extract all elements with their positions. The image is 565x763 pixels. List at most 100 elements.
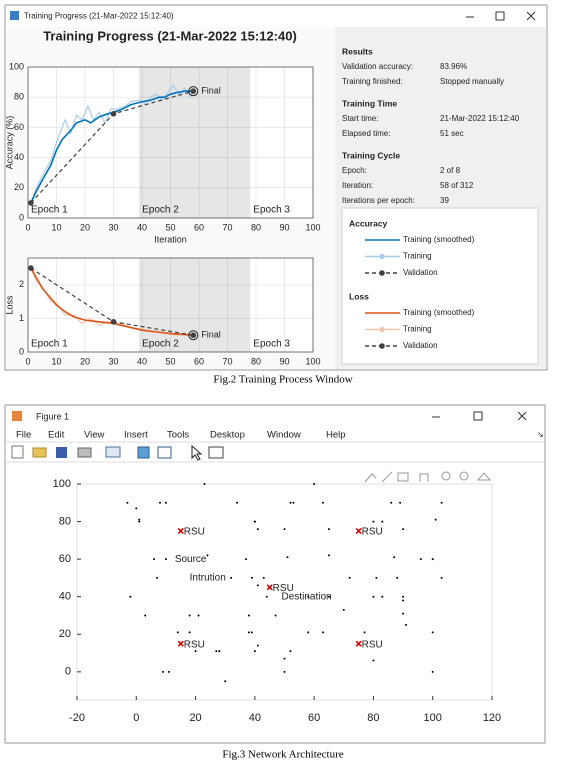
save-icon[interactable] [56, 447, 67, 458]
epoch-label: Epoch 2 [142, 205, 179, 216]
vehicle-node [431, 631, 434, 634]
info-label: Elapsed time: [342, 129, 390, 138]
x-tick-label: 50 [165, 222, 175, 232]
x-tick-label: 20 [80, 222, 90, 232]
zoom-out-icon[interactable] [459, 471, 469, 481]
info-value: 21-Mar-2022 15:12:40 [440, 114, 520, 123]
window-title: Training Progress (21-Mar-2022 15:12:40) [24, 12, 174, 21]
axes-box [76, 483, 493, 701]
vehicle-node [307, 631, 310, 634]
accuracy-chart: Epoch 1 Epoch 2 Epoch 3 0 10 20 30 40 50 60 70 80 90… [4, 61, 320, 244]
colorbar-icon[interactable] [137, 446, 150, 459]
property-icon[interactable] [208, 446, 224, 459]
vehicle-node [138, 520, 141, 523]
x-tick-label: 0 [133, 712, 139, 724]
legend-marker [379, 343, 385, 349]
menu-bar: File Edit View Insert Tools Desktop Window Help [16, 430, 346, 441]
validation-marker [110, 111, 117, 117]
maximize-button[interactable] [473, 411, 483, 421]
home-icon[interactable] [476, 472, 492, 481]
axes-box [27, 257, 314, 353]
x-tick-label: 10 [51, 222, 61, 232]
menu-item[interactable]: Window [267, 430, 301, 441]
y-tick-label: 80 [59, 515, 71, 527]
y-tick-label: 40 [59, 591, 71, 603]
vehicle-node [253, 650, 256, 653]
export-icon[interactable] [364, 473, 377, 483]
info-value: 2 of 8 [440, 166, 461, 175]
vehicle-node [283, 670, 286, 673]
close-button[interactable] [517, 411, 527, 421]
x-tick-label: 60 [194, 222, 204, 232]
vehicle-node [393, 556, 396, 559]
vehicle-node [247, 614, 250, 617]
vehicle-node [126, 501, 129, 504]
menu-item[interactable]: File [16, 430, 31, 441]
validation-marker [110, 318, 117, 325]
node-annotation: Intrution [190, 573, 226, 584]
vehicle-node [188, 631, 191, 634]
new-icon[interactable] [11, 445, 24, 459]
final-label: Final [201, 86, 221, 96]
info-label: Iteration: [342, 181, 373, 190]
maximize-button[interactable] [495, 11, 505, 21]
vehicle-node [224, 680, 227, 683]
x-tick-label: 80 [367, 712, 379, 724]
vehicle-node [307, 595, 310, 598]
validation-marker [28, 200, 34, 206]
y-tick-label: 80 [14, 92, 24, 102]
matlab-icon [12, 411, 22, 421]
x-tick-label: 80 [251, 222, 261, 232]
vehicle-node [253, 520, 256, 523]
info-label: Training finished: [342, 77, 403, 86]
vehicle-node [372, 659, 375, 662]
datatip-icon[interactable] [397, 472, 409, 482]
rsu-label: RSU [362, 639, 383, 650]
vehicle-node [327, 554, 330, 557]
legend-icon[interactable] [157, 446, 172, 459]
vehicle-node [153, 558, 156, 561]
legend-box [341, 207, 539, 365]
y-tick-label: 1 [19, 313, 24, 323]
link-icon[interactable] [105, 446, 121, 458]
vehicle-node [431, 670, 434, 673]
menu-item[interactable]: Help [326, 430, 346, 441]
x-tick-label: 100 [305, 222, 320, 232]
figure-caption: Fig.2 Training Process Window [213, 374, 352, 386]
x-tick-label: 120 [483, 712, 501, 724]
vehicle-node [197, 614, 200, 617]
legend-label: Training (smoothed) [403, 308, 475, 317]
x-tick-label: 90 [279, 356, 289, 366]
vehicle-node [167, 670, 170, 673]
info-value: 58 of 312 [440, 181, 474, 190]
final-marker [188, 330, 199, 341]
rsu-label: RSU [273, 583, 294, 594]
legend-marker [379, 326, 385, 333]
open-icon[interactable] [32, 447, 47, 458]
rsu-label: RSU [184, 527, 205, 538]
vehicle-node [250, 576, 253, 579]
legend-label: Training [403, 252, 432, 261]
vehicle-node [434, 518, 437, 521]
zoom-in-icon[interactable] [441, 471, 451, 481]
brush-icon[interactable] [381, 471, 393, 483]
menu-arrow[interactable]: ↘ [537, 430, 544, 439]
menu-item[interactable]: Edit [48, 430, 65, 441]
x-axis-label: Iteration [154, 234, 187, 244]
series-group [28, 84, 197, 206]
vehicle-node [322, 501, 325, 504]
vehicle-node [159, 501, 161, 504]
menu-item[interactable]: Desktop [210, 430, 245, 441]
close-button[interactable] [526, 11, 536, 21]
pointer-icon[interactable] [191, 444, 203, 461]
pan-icon[interactable] [419, 473, 429, 482]
print-icon[interactable] [77, 447, 92, 458]
node-annotation: Destination [282, 591, 332, 602]
section-heading: Training Cycle [342, 150, 400, 160]
menu-item[interactable]: Insert [124, 430, 148, 441]
menu-item[interactable]: View [84, 430, 105, 441]
menu-item[interactable]: Tools [167, 430, 189, 441]
rsu-marker [355, 640, 362, 647]
vehicle-node [402, 595, 405, 598]
